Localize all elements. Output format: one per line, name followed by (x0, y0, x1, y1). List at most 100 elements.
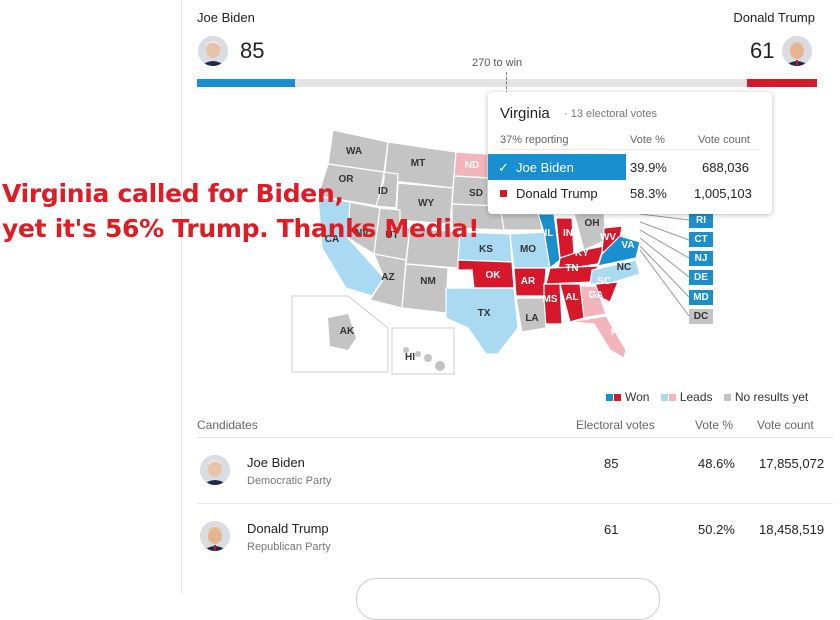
tooltip-col-vote-pct: Vote % (630, 134, 665, 146)
overlay-caption: Virginia called for Biden, yet it's 56% … (2, 176, 479, 246)
table-biden-pct: 48.6% (698, 456, 735, 471)
biden-electoral-count: 85 (240, 38, 265, 63)
table-col-candidates: Candidates (197, 418, 258, 432)
svg-text:GA: GA (589, 290, 604, 301)
table-col-vote-pct: Vote % (695, 418, 734, 432)
table-col-electoral: Electoral votes (576, 418, 655, 432)
svg-text:MT: MT (411, 158, 425, 169)
inset-hawaii-box (391, 327, 455, 375)
trump-row-avatar (200, 521, 230, 551)
state-LA (515, 297, 547, 333)
svg-text:AR: AR (521, 276, 536, 287)
svg-text:ID: ID (378, 186, 388, 197)
svg-text:NM: NM (420, 276, 436, 287)
win-threshold-marker (506, 72, 507, 94)
electoral-progress-bar (197, 79, 817, 87)
state-box-MD[interactable]: MD (689, 290, 713, 305)
tooltip-trump-pct: 58.3% (630, 186, 667, 201)
svg-text:CA: CA (325, 234, 339, 245)
tooltip-biden-name: Joe Biden (516, 160, 574, 175)
svg-text:NV: NV (355, 228, 369, 239)
svg-text:NC: NC (617, 262, 631, 273)
svg-text:MO: MO (520, 244, 536, 255)
state-box-RI[interactable]: RI (689, 213, 713, 228)
check-icon: ✓ (498, 160, 509, 175)
tooltip-row-biden: ✓ Joe Biden 39.9% 688,036 (488, 154, 772, 180)
svg-text:AZ: AZ (381, 272, 394, 283)
table-trump-party: Republican Party (247, 541, 331, 553)
no-results-swatch-icon (723, 394, 731, 401)
table-biden-count: 17,855,072 (759, 456, 825, 471)
state-tooltip: Virginia · 13 electoral votes 37% report… (488, 92, 772, 214)
svg-text:AK: AK (340, 326, 355, 337)
svg-text:IN: IN (563, 228, 573, 239)
state-ID (375, 171, 399, 209)
won-dem-swatch-icon (606, 394, 613, 401)
trump-avatar (782, 36, 812, 66)
svg-text:OH: OH (585, 218, 600, 229)
tooltip-trump-name: Donald Trump (516, 186, 598, 201)
biden-header-name: Joe Biden (197, 10, 255, 25)
us-electoral-map[interactable]: WA OR MT ID WY SD CA NV UT AZ NM MO TX LA NC AK HI … (288, 128, 728, 378)
state-box-DC[interactable]: DC (689, 309, 713, 324)
svg-text:HI: HI (405, 352, 415, 363)
legend-won: Won (625, 390, 650, 404)
tooltip-biden-count: 688,036 (702, 160, 749, 175)
state-WY (395, 182, 454, 225)
biden-row-avatar (200, 455, 230, 485)
won-rep-swatch-icon (614, 394, 621, 401)
state-IL (537, 213, 561, 270)
state-box-DE[interactable]: DE (689, 270, 713, 285)
svg-text:OR: OR (339, 174, 355, 185)
table-biden-name: Joe Biden (247, 455, 305, 470)
svg-text:TN: TN (565, 263, 578, 274)
tooltip-row-trump: Donald Trump 58.3% 1,005,103 (488, 180, 772, 206)
leads-rep-swatch-icon (668, 394, 676, 401)
svg-text:WA: WA (346, 146, 362, 157)
svg-text:AL: AL (565, 292, 578, 303)
state-VA (597, 235, 641, 267)
table-trump-pct: 50.2% (698, 522, 735, 537)
trump-swatch-icon (500, 190, 507, 197)
state-AL (559, 283, 585, 323)
svg-text:UT: UT (385, 230, 398, 241)
inset-alaska-box (291, 295, 389, 373)
small-state-leader-lines (640, 213, 690, 317)
trump-electoral-count: 61 (750, 38, 775, 63)
trump-bar-segment (747, 79, 817, 87)
svg-text:KY: KY (575, 248, 589, 259)
svg-text:ND: ND (465, 160, 479, 171)
svg-text:WV: WV (600, 232, 616, 243)
svg-text:LA: LA (525, 313, 538, 324)
state-box-CT[interactable]: CT (689, 232, 713, 247)
tooltip-state-name: Virginia (500, 105, 550, 122)
svg-text:FL: FL (611, 327, 623, 338)
legend-no-results: No results yet (734, 390, 809, 404)
biden-bar-segment (197, 79, 295, 87)
svg-text:VA: VA (621, 240, 634, 251)
leads-dem-swatch-icon (660, 394, 668, 401)
state-FL (569, 315, 627, 359)
tooltip-reporting: 37% reporting (500, 134, 569, 146)
state-NM (401, 263, 449, 314)
table-trump-count: 18,458,519 (759, 522, 825, 537)
tooltip-col-vote-count: Vote count (698, 134, 750, 146)
svg-text:KS: KS (479, 244, 493, 255)
svg-text:IL: IL (545, 228, 554, 239)
svg-text:TX: TX (478, 308, 491, 319)
state-TX (445, 287, 519, 355)
overlay-line-2: yet it's 56% Trump. Thanks Media! (2, 214, 480, 243)
win-threshold-label: 270 to win (472, 57, 523, 69)
show-more-button[interactable] (356, 578, 660, 620)
tooltip-divider (500, 149, 760, 150)
state-NC (589, 259, 641, 285)
table-biden-party: Democratic Party (247, 475, 332, 487)
table-divider (197, 437, 833, 438)
svg-text:OK: OK (486, 270, 502, 281)
state-box-NJ[interactable]: NJ (689, 251, 713, 266)
map-legend: Won Leads No results yet (606, 390, 808, 404)
svg-text:WY: WY (418, 198, 434, 209)
svg-text:SD: SD (469, 188, 483, 199)
tooltip-trump-count: 1,005,103 (694, 186, 752, 201)
